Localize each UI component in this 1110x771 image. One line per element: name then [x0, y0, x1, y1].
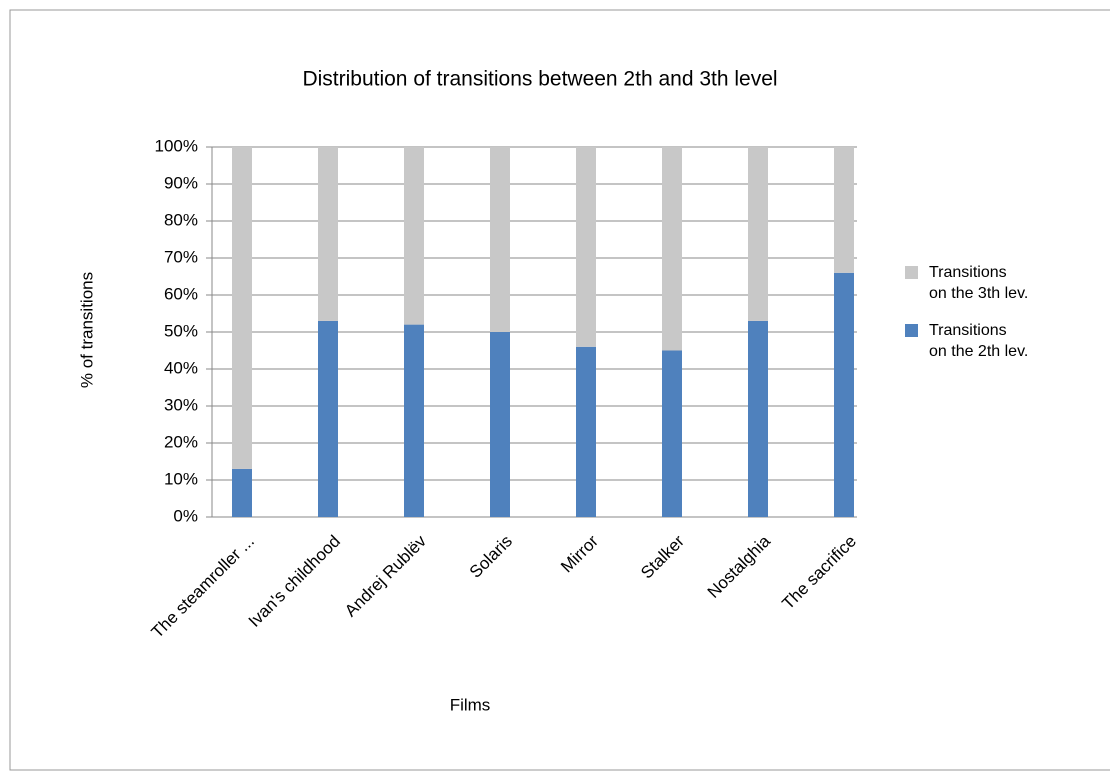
bar-segment: [748, 147, 768, 321]
bar-segment: [576, 346, 596, 517]
y-tick-label: 70%: [164, 247, 198, 266]
x-tick-label: Nostalghia: [704, 531, 775, 602]
frame: [9, 9, 1110, 771]
bar-segment: [748, 320, 768, 517]
y-tick-label: 80%: [164, 210, 198, 229]
bar-segment: [404, 324, 424, 517]
y-tick-label: 50%: [164, 321, 198, 340]
y-tick-label: 90%: [164, 173, 198, 192]
bar-segment: [318, 320, 338, 517]
y-axis-label: % of transitions: [77, 272, 96, 388]
legend-label: Transitions on the 3th lev.: [929, 264, 1029, 302]
legend-label: Transitions on the 2th lev.: [929, 322, 1029, 360]
y-tick-label: 40%: [164, 358, 198, 377]
bar-segment: [490, 332, 510, 517]
x-tick-label: The steamroller ...: [148, 532, 258, 642]
bar-segment: [232, 468, 252, 517]
x-tick-label: Stalker: [637, 531, 688, 582]
y-tick-label: 20%: [164, 432, 198, 451]
x-tick-label: The sacrifice: [778, 532, 860, 614]
legend-swatch: [905, 266, 918, 279]
legend-swatch: [905, 324, 918, 337]
x-axis-label: Films: [450, 695, 491, 714]
x-tick-label: Ivan's childhood: [245, 532, 344, 631]
y-tick-label: 100%: [155, 136, 198, 155]
legend-entry: Transitions on the 2th lev.: [905, 320, 1028, 362]
y-tick-label: 10%: [164, 469, 198, 488]
bar-segment: [834, 147, 854, 273]
chart-title: Distribution of transitions between 2th …: [302, 68, 777, 91]
y-tick-label: 30%: [164, 395, 198, 414]
bar-segment: [662, 350, 682, 517]
y-tick-label: 0%: [173, 506, 198, 525]
x-tick-label: Andrej Rublëv: [341, 531, 430, 620]
x-tick-label: Solaris: [466, 532, 516, 582]
legend-entry: Transitions on the 3th lev.: [905, 262, 1028, 304]
bar-segment: [490, 147, 510, 332]
y-tick-label: 60%: [164, 284, 198, 303]
bar-segment: [404, 147, 424, 325]
bar-segment: [576, 147, 596, 347]
bar-segment: [834, 272, 854, 517]
x-tick-label: Mirror: [557, 531, 602, 576]
bar-segment: [662, 147, 682, 351]
bar-segment: [232, 147, 252, 469]
bar-segment: [318, 147, 338, 321]
